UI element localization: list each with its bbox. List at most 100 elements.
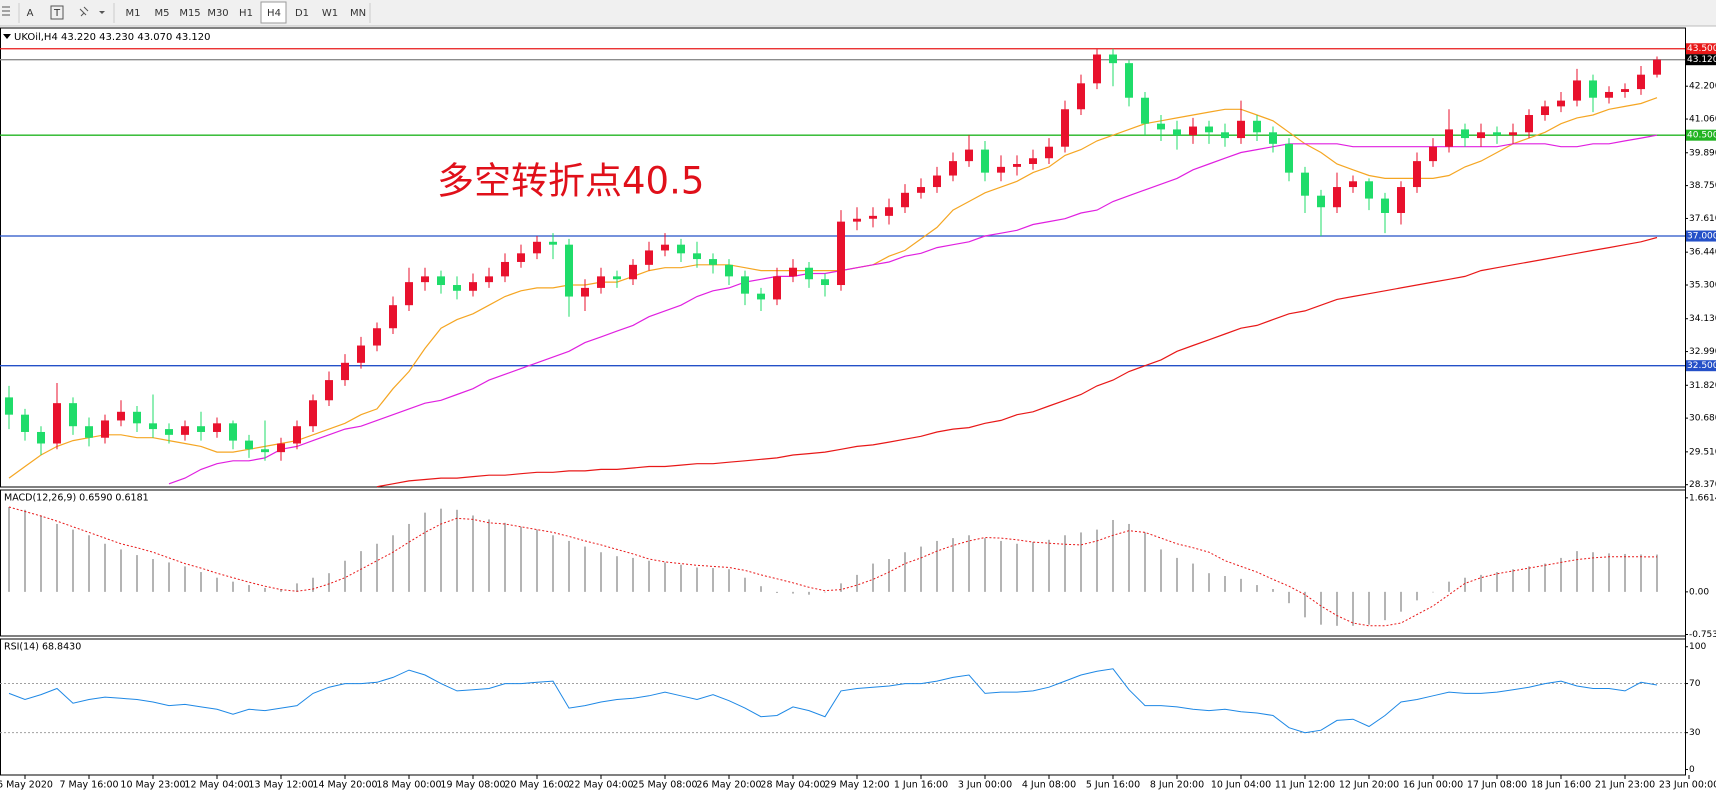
candle-body (117, 411, 125, 421)
candle-body (1301, 172, 1309, 196)
level-label: 32.500 (1687, 361, 1716, 371)
level-label-box (1686, 43, 1716, 55)
selected-period (260, 1, 287, 24)
macd-bar (536, 529, 538, 592)
macd-bar (472, 515, 474, 592)
candle-body (1365, 181, 1373, 199)
candle-body (421, 276, 429, 283)
macd-bar (1592, 552, 1594, 592)
candle-body (1093, 54, 1101, 84)
symbol-menu[interactable] (3, 34, 11, 39)
candle-body (1429, 146, 1437, 162)
x-tick-label: 5 Jun 16:00 (1086, 780, 1140, 791)
macd-bar (648, 560, 650, 592)
macd-bar (1352, 591, 1354, 626)
period-button[interactable]: D1 (295, 8, 309, 19)
y-tick-label: 29.510 (1689, 447, 1716, 457)
candle-body (1157, 123, 1165, 130)
macd-bar (72, 529, 74, 592)
y-tick-label: 38.750 (1689, 181, 1716, 191)
candle-body (1029, 158, 1037, 164)
level-label-box (1686, 129, 1716, 141)
candle-body (693, 253, 701, 260)
macd-bar (1656, 554, 1658, 592)
candle-body (101, 420, 109, 438)
pane-frame (0, 638, 1686, 776)
macd-bar (1176, 557, 1178, 592)
level-label-box (1686, 230, 1716, 242)
period-button[interactable]: MN (350, 8, 366, 19)
candle-body (1477, 132, 1485, 139)
macd-bar (392, 535, 394, 592)
candle-body (517, 253, 525, 262)
macd-bar (936, 540, 938, 592)
period-button[interactable]: M30 (207, 8, 228, 19)
candle-body (245, 440, 253, 450)
macd-bar (1320, 591, 1322, 625)
shapes-tool[interactable] (79, 6, 89, 17)
macd-bar (152, 559, 154, 592)
period-button[interactable]: M1 (126, 8, 141, 19)
period-button[interactable]: A (27, 8, 34, 19)
candle-body (709, 259, 717, 265)
macd-bar (104, 543, 106, 592)
y-tick-label: 37.610 (1689, 214, 1716, 224)
macd-bar (1160, 549, 1162, 592)
candle-body (1621, 89, 1629, 92)
candle-body (1381, 198, 1389, 213)
macd-bar (232, 581, 234, 592)
candle-body (933, 175, 941, 188)
macd-bar (1000, 540, 1002, 592)
period-button[interactable]: W1 (322, 8, 338, 19)
y-tick-label: 31.820 (1689, 381, 1716, 391)
y-tick-label: 42.200 (1689, 82, 1716, 92)
macd-bar (1288, 591, 1290, 604)
macd-bar (1272, 589, 1274, 592)
macd-bar (1224, 576, 1226, 592)
macd-bar (408, 523, 410, 592)
candle-body (549, 241, 557, 245)
candle-body (1589, 80, 1597, 98)
macd-bar (632, 557, 634, 592)
rsi-line (8, 668, 1658, 734)
x-tick-label: 25 May 08:00 (632, 780, 697, 791)
period-button[interactable]: M15 (179, 8, 200, 19)
dropdown[interactable] (99, 11, 105, 14)
candle-body (805, 267, 813, 280)
text-tool[interactable] (50, 5, 64, 20)
macd-bar (1608, 553, 1610, 592)
macd-bar (1304, 591, 1306, 618)
x-tick-label: 7 May 16:00 (59, 780, 118, 791)
x-tick-label: 8 Jun 20:00 (1150, 780, 1204, 791)
macd-bar (424, 512, 426, 592)
x-tick-label: 18 Jun 16:00 (1531, 780, 1591, 791)
macd-bar (696, 567, 698, 592)
macd-bar (328, 573, 330, 592)
candle-body (1173, 129, 1181, 136)
candle-body (197, 426, 205, 432)
macd-bar (1432, 591, 1434, 593)
pane-title: RSI(14) 68.8430 (4, 642, 81, 653)
macd-bar (216, 577, 218, 592)
x-tick-label: 3 Jun 00:00 (958, 780, 1012, 791)
candle-body (229, 423, 237, 441)
period-button[interactable]: M5 (155, 8, 170, 19)
candle-body (5, 397, 13, 415)
y-tick-label: 28.370 (1689, 480, 1716, 490)
candle-body (261, 449, 269, 453)
x-tick-label: 18 May 00:00 (376, 780, 441, 791)
x-tick-label: 6 May 2020 (0, 780, 53, 791)
candle-body (581, 287, 589, 297)
macd-bar (840, 583, 842, 592)
level-label: 43.500 (1687, 44, 1716, 54)
x-tick-label: 16 Jun 00:00 (1403, 780, 1463, 791)
period-button[interactable]: H4 (267, 8, 281, 19)
candle-body (453, 285, 461, 291)
x-tick-label: 4 Jun 08:00 (1022, 780, 1076, 791)
macd-bar (680, 564, 682, 592)
candle-body (1509, 132, 1517, 136)
period-button[interactable]: H1 (239, 8, 253, 19)
candle-body (389, 305, 397, 329)
macd-bar (904, 552, 906, 592)
